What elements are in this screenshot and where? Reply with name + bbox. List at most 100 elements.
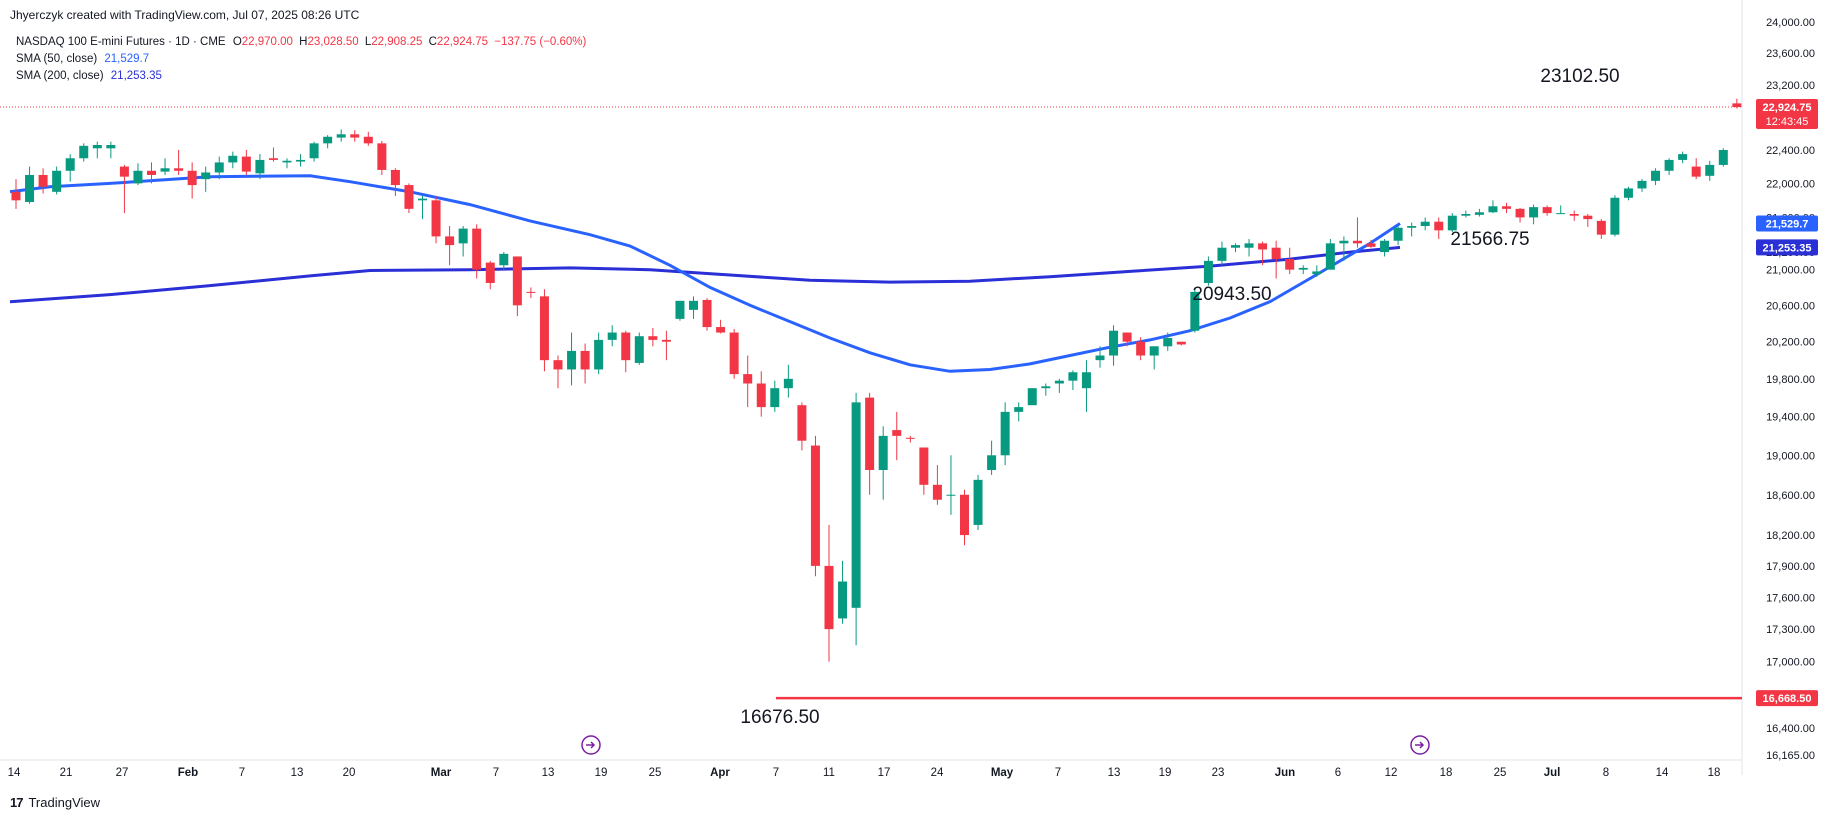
candle-body xyxy=(1339,240,1349,244)
sma50-line xyxy=(9,174,1401,373)
x-tick-label: 18 xyxy=(1708,767,1721,779)
candle-body xyxy=(946,494,956,496)
change-value: −137.75 (−0.60%) xyxy=(494,36,587,48)
candle-body xyxy=(1596,220,1606,235)
candle-body xyxy=(485,262,495,283)
open-value: 22,970.00 xyxy=(241,36,293,48)
candle-body xyxy=(1583,215,1593,220)
price-annotation: 16676.50 xyxy=(740,707,819,728)
candle-body xyxy=(1678,154,1688,160)
y-tick-label: 19,800.00 xyxy=(1766,374,1815,386)
x-tick-label: 7 xyxy=(239,767,245,779)
y-tick-label: 16,165.00 xyxy=(1766,750,1815,762)
candle-body xyxy=(323,136,333,144)
candle-body xyxy=(133,170,143,184)
high-label: H xyxy=(299,36,308,48)
candle-body xyxy=(716,327,726,333)
candle-body xyxy=(512,256,522,306)
last-price-label: 22,924.75 xyxy=(1763,102,1812,114)
y-tick-label: 24,000.00 xyxy=(1766,17,1815,29)
candle-body xyxy=(472,228,482,270)
x-tick-label: 12 xyxy=(1385,767,1398,779)
candle-body xyxy=(1447,215,1457,231)
symbol-name[interactable]: NASDAQ 100 E-mini Futures · 1D · CME xyxy=(16,36,226,48)
candle-body xyxy=(336,134,346,138)
candle-body xyxy=(1312,271,1322,275)
candle-body xyxy=(1081,372,1091,389)
candle-body xyxy=(1732,103,1742,108)
candle-body xyxy=(878,435,888,470)
candle-body xyxy=(1271,247,1281,260)
x-tick-label: 20 xyxy=(343,767,356,779)
x-tick-label: Jun xyxy=(1275,767,1295,779)
candle-body xyxy=(160,168,170,172)
candle-body xyxy=(675,300,685,319)
candle-body xyxy=(296,159,306,162)
candle-body xyxy=(1122,332,1132,342)
candle-body xyxy=(594,339,604,370)
y-tick-label: 18,600.00 xyxy=(1766,490,1815,502)
candle-body xyxy=(1285,259,1295,270)
candle-body xyxy=(119,166,129,177)
x-tick-label: 23 xyxy=(1212,767,1225,779)
sma200-price-label-bg xyxy=(1756,239,1818,256)
candle-body xyxy=(1163,338,1173,347)
candle-body xyxy=(1461,213,1471,216)
candle-body xyxy=(11,191,21,201)
candle-body xyxy=(404,185,414,209)
x-tick-label: 25 xyxy=(1494,767,1507,779)
candle-body xyxy=(1434,221,1444,231)
candle-body xyxy=(797,405,807,441)
candle-body xyxy=(932,484,942,500)
candle-body xyxy=(743,374,753,384)
sma50-price-label: 21,529.7 xyxy=(1766,218,1809,230)
candle-body xyxy=(851,402,861,608)
sma50-price-label-bg xyxy=(1756,215,1818,232)
candle-body xyxy=(1068,372,1078,381)
candle-body xyxy=(1258,243,1268,250)
candle-body xyxy=(255,159,265,174)
sma200-legend[interactable]: SMA (200, close) 21,253.35 xyxy=(16,68,586,85)
y-tick-label: 17,000.00 xyxy=(1766,657,1815,669)
candle-body xyxy=(689,300,698,310)
x-tick-label: May xyxy=(991,767,1014,779)
sma200-price-label: 21,253.35 xyxy=(1763,242,1812,254)
candle-body xyxy=(1366,243,1376,247)
y-tick-label: 23,600.00 xyxy=(1766,48,1815,60)
candle-body xyxy=(580,350,590,370)
candle-body xyxy=(25,174,35,203)
x-tick-label: Jul xyxy=(1544,767,1561,779)
x-tick-label: 14 xyxy=(8,767,21,779)
price-annotation: 20943.50 xyxy=(1192,284,1271,305)
candle-body xyxy=(1556,213,1566,215)
ohlc-row[interactable]: NASDAQ 100 E-mini Futures · 1D · CME O22… xyxy=(16,34,586,51)
x-tick-label: 24 xyxy=(931,767,944,779)
candle-body xyxy=(201,172,211,180)
candle-body xyxy=(756,383,766,408)
y-tick-label: 22,000.00 xyxy=(1766,178,1815,190)
candle-body xyxy=(458,228,468,244)
candle-body xyxy=(1109,330,1119,356)
price-annotation: 23102.50 xyxy=(1540,66,1619,87)
candle-body xyxy=(282,160,292,163)
y-tick-label: 17,900.00 xyxy=(1766,561,1815,573)
footer-brand[interactable]: 17 TradingView xyxy=(10,795,100,810)
candle-body xyxy=(770,388,780,408)
candle-body xyxy=(526,291,536,293)
candle-body xyxy=(499,253,509,266)
candle-body xyxy=(38,174,48,187)
candle-body xyxy=(147,170,156,175)
candle-body xyxy=(1637,180,1647,189)
footer-brand-name: TradingView xyxy=(28,795,101,810)
candle-body xyxy=(1298,267,1308,270)
candle-body xyxy=(987,455,997,470)
candle-body xyxy=(1610,197,1620,235)
last-price-label-bg xyxy=(1756,99,1818,130)
low-label: L xyxy=(364,36,372,48)
candle-body xyxy=(1149,346,1159,356)
candle-body xyxy=(1203,260,1213,283)
candle-body xyxy=(418,198,427,201)
sma50-value: 21,529.7 xyxy=(104,53,150,65)
sma50-legend[interactable]: SMA (50, close) 21,529.7 xyxy=(16,51,586,68)
